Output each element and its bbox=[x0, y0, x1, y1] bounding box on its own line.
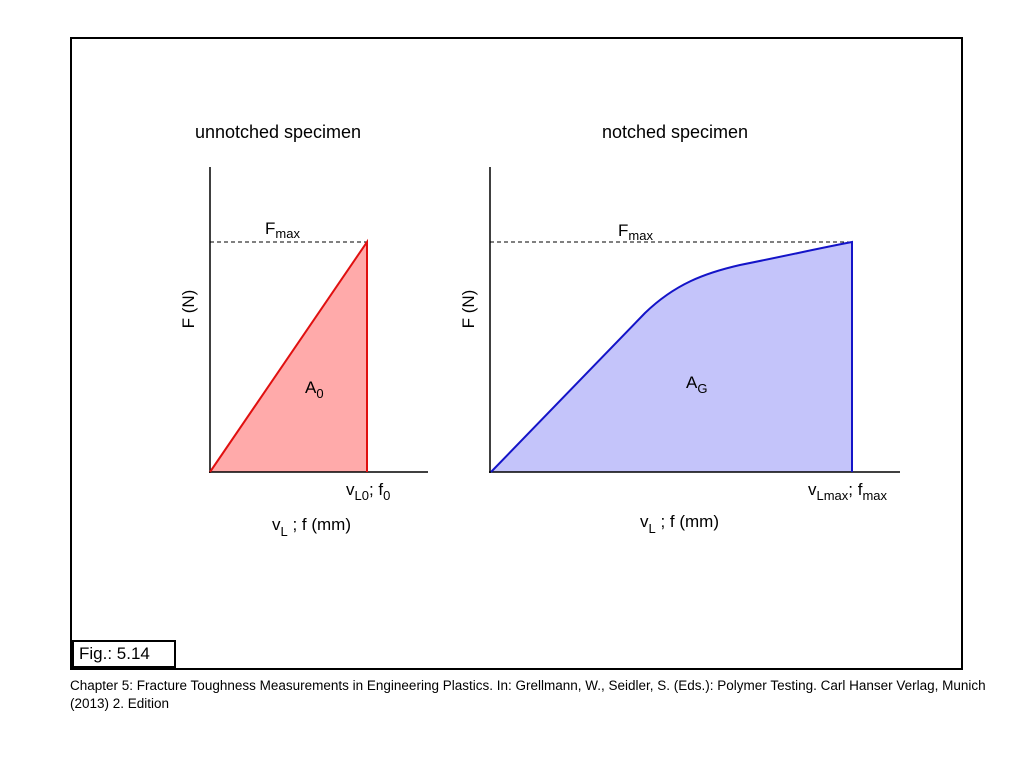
right-panel: notched specimen Fmax AG F (N) vLmax; fm… bbox=[459, 122, 900, 536]
figure-frame bbox=[70, 37, 963, 670]
left-panel-title: unnotched specimen bbox=[195, 122, 361, 142]
x-axis-label-right: vL ; f (mm) bbox=[640, 512, 719, 536]
y-axis-label-left: F (N) bbox=[179, 290, 198, 329]
y-axis-label-right: F (N) bbox=[459, 290, 478, 329]
right-panel-title: notched specimen bbox=[602, 122, 748, 142]
load-curve-left bbox=[209, 238, 368, 473]
load-curve-right bbox=[490, 240, 853, 473]
figure-caption: Chapter 5: Fracture Toughness Measuremen… bbox=[70, 678, 986, 711]
x-axis-label-left: vL ; f (mm) bbox=[272, 515, 351, 539]
fmax-label-left: Fmax bbox=[265, 219, 300, 241]
x-end-label-right: vLmax; fmax bbox=[808, 480, 888, 503]
x-end-label-left: vL0; f0 bbox=[346, 480, 390, 503]
left-panel: unnotched specimen Fmax A0 F (N) vL0; f0… bbox=[179, 122, 428, 539]
area-label-a0: A0 bbox=[305, 378, 324, 401]
area-ag-fill bbox=[491, 242, 852, 472]
area-label-ag: AG bbox=[686, 373, 707, 396]
figure-number-label: Fig.: 5.14 bbox=[72, 640, 176, 668]
fmax-label-right: Fmax bbox=[618, 221, 653, 243]
